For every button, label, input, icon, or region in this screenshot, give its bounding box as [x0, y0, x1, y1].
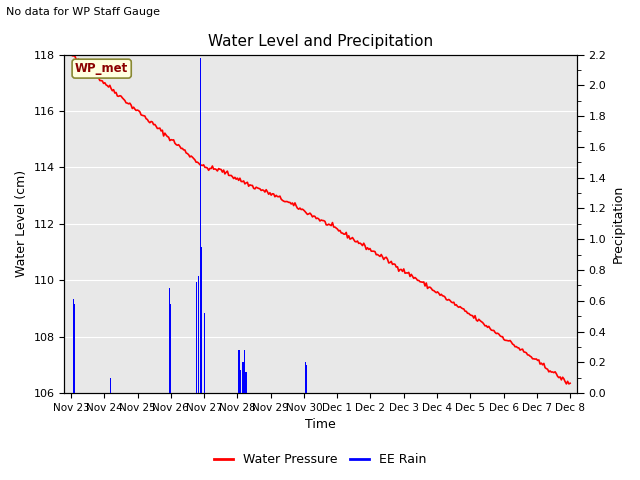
Bar	[244, 350, 245, 393]
Bar	[109, 378, 111, 393]
Bar	[196, 282, 197, 393]
Y-axis label: Water Level (cm): Water Level (cm)	[15, 170, 28, 277]
Bar	[170, 304, 172, 393]
Bar	[74, 304, 75, 393]
Title: Water Level and Precipitation: Water Level and Precipitation	[208, 34, 433, 49]
Bar	[306, 365, 307, 393]
Text: WP_met: WP_met	[75, 62, 128, 75]
Y-axis label: Precipitation: Precipitation	[612, 185, 625, 263]
Bar	[201, 247, 202, 393]
Bar	[200, 58, 201, 393]
Bar	[242, 362, 243, 393]
Text: No data for WP Staff Gauge: No data for WP Staff Gauge	[6, 7, 161, 17]
Bar	[204, 313, 205, 393]
Bar	[243, 362, 244, 393]
Legend: Water Pressure, EE Rain: Water Pressure, EE Rain	[209, 448, 431, 471]
Bar	[240, 370, 241, 393]
Bar	[198, 276, 199, 393]
Bar	[168, 288, 170, 393]
Bar	[73, 299, 74, 393]
X-axis label: Time: Time	[305, 419, 336, 432]
Bar	[305, 362, 306, 393]
